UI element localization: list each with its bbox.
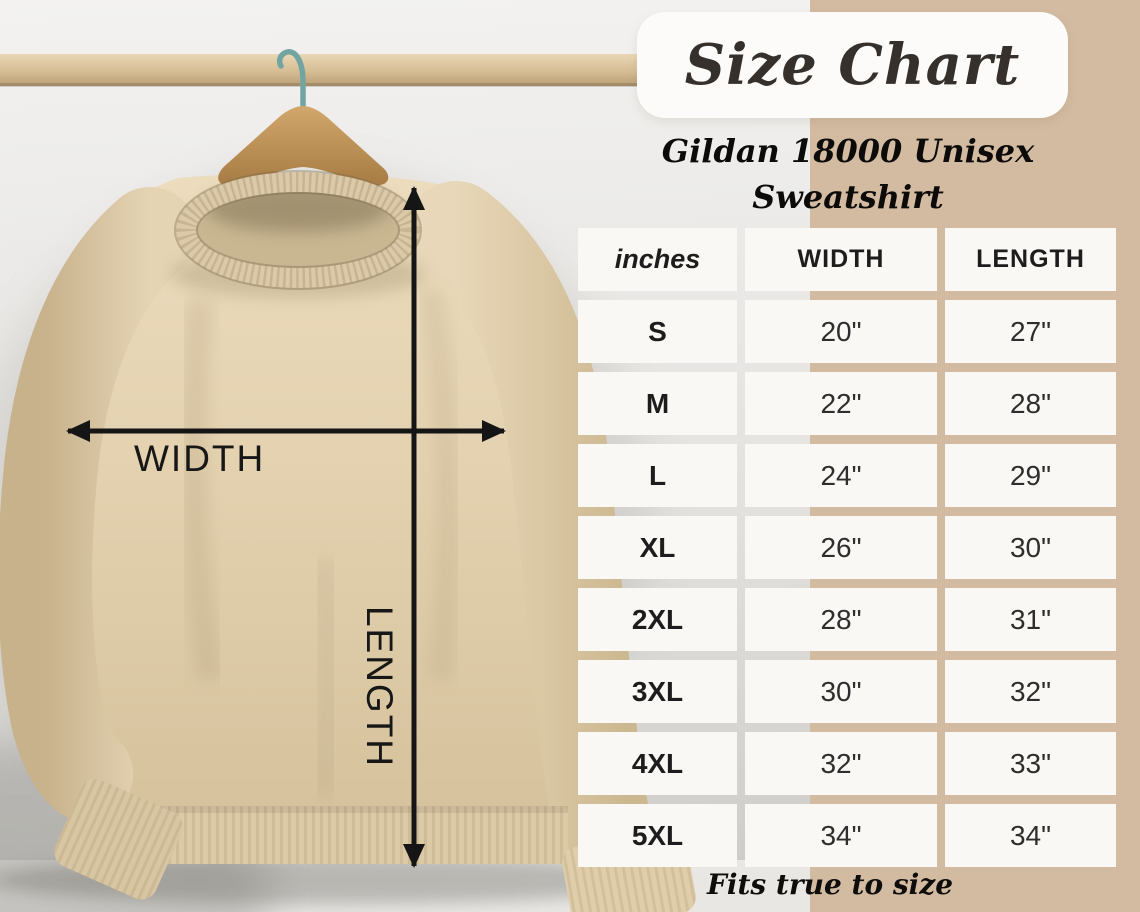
width-cell: 20"	[745, 300, 937, 363]
wooden-hanger	[218, 106, 389, 189]
size-cell: XL	[578, 516, 737, 579]
size-cell: 4XL	[578, 732, 737, 795]
width-cell: 24"	[745, 444, 937, 507]
subtitle-line-2: Sweatshirt	[752, 178, 944, 216]
width-cell: 32"	[745, 732, 937, 795]
hanger-hook-icon	[276, 49, 306, 125]
length-cell: 28"	[945, 372, 1116, 435]
length-header-cell: LENGTH	[945, 228, 1116, 291]
size-cell: 2XL	[578, 588, 737, 651]
size-cell: 5XL	[578, 804, 737, 867]
fit-note: Fits true to size	[706, 868, 954, 901]
length-measure-label: LENGTH	[359, 605, 400, 769]
size-cell: 3XL	[578, 660, 737, 723]
size-table: inches WIDTH LENGTH S 20" 27" M 22" 28" …	[578, 228, 1116, 867]
length-cell: 27"	[945, 300, 1116, 363]
subtitle-line-1: Gildan 18000 Unisex	[661, 132, 1035, 170]
width-measure-label: WIDTH	[134, 438, 266, 479]
size-cell: S	[578, 300, 737, 363]
size-cell: L	[578, 444, 737, 507]
length-cell: 29"	[945, 444, 1116, 507]
sweatshirt-body	[0, 173, 675, 912]
length-cell: 32"	[945, 660, 1116, 723]
width-cell: 28"	[745, 588, 937, 651]
collar	[170, 106, 426, 298]
hem-band	[122, 806, 568, 864]
length-cell: 33"	[945, 732, 1116, 795]
size-cell: M	[578, 372, 737, 435]
sweatshirt-illustration	[0, 49, 810, 912]
width-cell: 26"	[745, 516, 937, 579]
product-subtitle: Gildan 18000 Unisex Sweatshirt	[578, 128, 1118, 220]
product-photo: WIDTH LENGTH	[0, 0, 810, 912]
length-cell: 34"	[945, 804, 1116, 867]
title-box: Size Chart	[637, 12, 1068, 118]
length-cell: 31"	[945, 588, 1116, 651]
page-title: Size Chart	[684, 32, 1021, 98]
left-cuff	[54, 779, 183, 900]
unit-header-cell: inches	[578, 228, 737, 291]
width-header-cell: WIDTH	[745, 228, 937, 291]
length-cell: 30"	[945, 516, 1116, 579]
width-cell: 30"	[745, 660, 937, 723]
width-cell: 34"	[745, 804, 937, 867]
width-cell: 22"	[745, 372, 937, 435]
